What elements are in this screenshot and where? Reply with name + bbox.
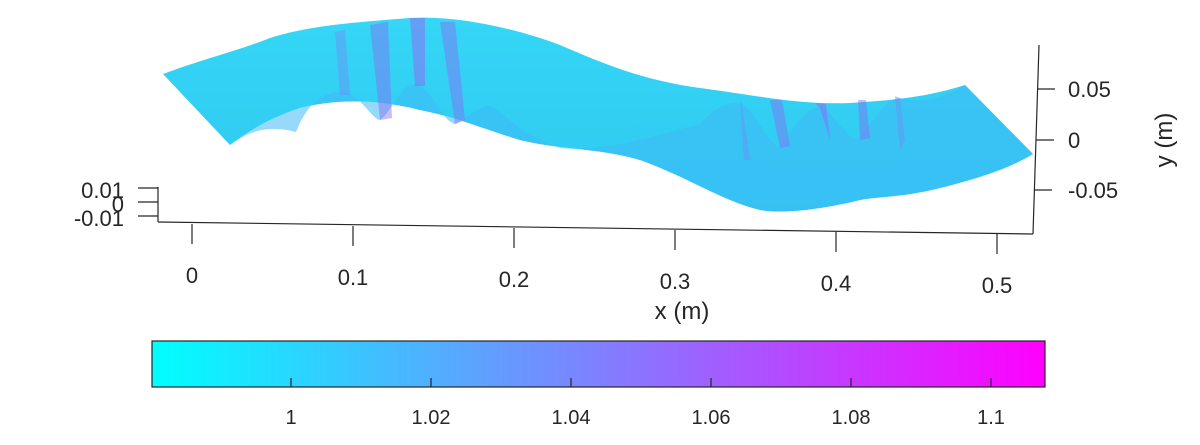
- y-axis: 0.05 0 -0.05 y (m): [1032, 44, 1178, 235]
- x-axis: 0 0.1 0.2 0.3 0.4 0.5 x (m): [157, 221, 1034, 325]
- x-tick-label: 0: [186, 263, 198, 288]
- colorbar-tick-label: 1: [285, 407, 296, 429]
- colorbar-gradient: [151, 340, 1046, 388]
- colorbar-tick-label: 1.02: [412, 407, 451, 429]
- surface-highlights: [335, 18, 905, 160]
- y-axis-label: y (m): [1151, 113, 1178, 168]
- colorbar-tick-label: 1.06: [692, 407, 731, 429]
- colorbar: 1 1.02 1.04 1.06 1.08 1.1: [151, 340, 1046, 429]
- x-tick-label: 0.1: [338, 265, 369, 290]
- x-tick-label: 0.4: [821, 271, 852, 296]
- x-tick-label: 0.5: [982, 273, 1013, 298]
- x-tick-label: 0.3: [660, 269, 691, 294]
- y-tick-label: 0.05: [1068, 77, 1111, 102]
- colorbar-ticks: [290, 378, 992, 387]
- surface-crest: [163, 74, 1033, 212]
- y-tick-label: 0: [1068, 128, 1080, 153]
- z-tick-label: -0.01: [74, 206, 124, 231]
- y-tick-label: -0.05: [1068, 178, 1118, 203]
- x-axis-label: x (m): [655, 298, 710, 325]
- z-tick-label: 0.01: [81, 178, 124, 203]
- x-tick-label: 0.2: [499, 267, 530, 292]
- z-tick-label: 0: [112, 192, 124, 217]
- colorbar-tick-label: 1.08: [832, 407, 871, 429]
- colorbar-tick-label: 1.1: [977, 407, 1005, 429]
- colorbar-tick-label: 1.04: [552, 407, 591, 429]
- z-axis: 0.01 0 -0.01: [74, 178, 159, 231]
- surface-ribbon: [163, 17, 1033, 212]
